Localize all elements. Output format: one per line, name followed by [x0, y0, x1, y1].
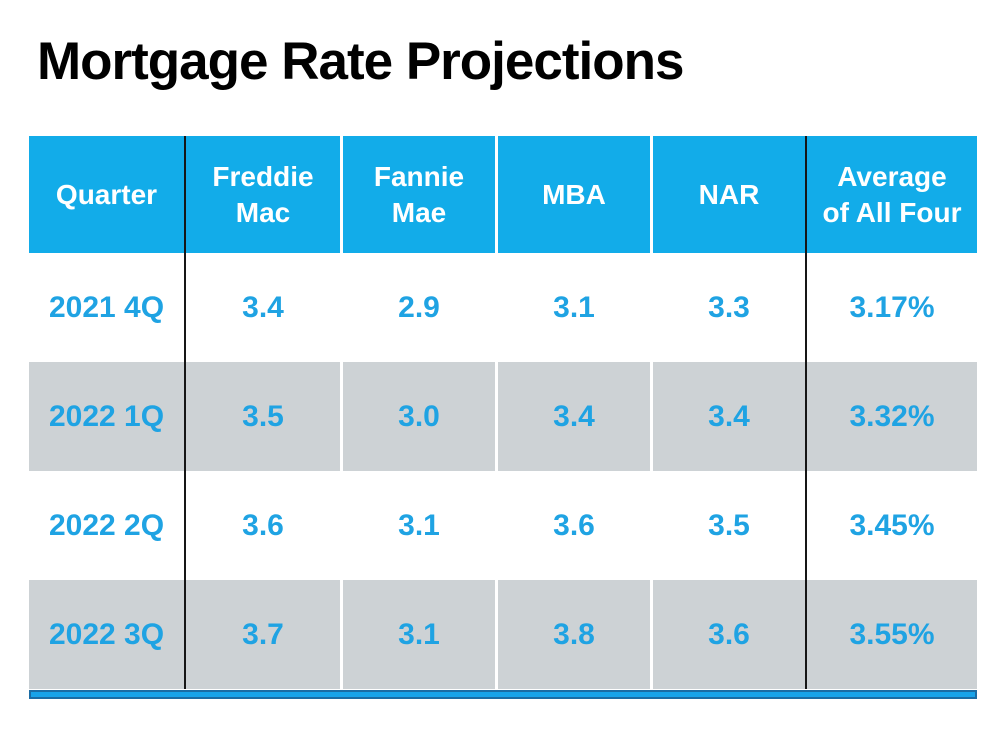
- table-header-row: Quarter Freddie Mac Fannie Mae MBA NAR A…: [29, 136, 977, 253]
- rate-cell-fannie-mae: 3.1: [340, 471, 495, 580]
- slide-title: Mortgage Rate Projections: [37, 32, 684, 91]
- rate-cell-freddie-mac: 3.7: [184, 580, 340, 689]
- rate-cell-nar: 3.4: [650, 362, 805, 471]
- table-row: 2021 4Q 3.4 2.9 3.1 3.3 3.17%: [29, 253, 977, 362]
- table-row: 2022 3Q 3.7 3.1 3.8 3.6 3.55%: [29, 580, 977, 689]
- average-cell: 3.17%: [805, 253, 977, 362]
- rate-cell-nar: 3.5: [650, 471, 805, 580]
- rate-cell-freddie-mac: 3.4: [184, 253, 340, 362]
- rate-cell-freddie-mac: 3.6: [184, 471, 340, 580]
- rate-cell-mba: 3.8: [495, 580, 650, 689]
- table-row: 2022 2Q 3.6 3.1 3.6 3.5 3.45%: [29, 471, 977, 580]
- rate-cell-mba: 3.6: [495, 471, 650, 580]
- table-row: 2022 1Q 3.5 3.0 3.4 3.4 3.32%: [29, 362, 977, 471]
- rate-cell-fannie-mae: 3.0: [340, 362, 495, 471]
- rate-cell-freddie-mac: 3.5: [184, 362, 340, 471]
- quarter-cell: 2021 4Q: [48, 290, 165, 324]
- rate-cell-nar: 3.3: [650, 253, 805, 362]
- column-header-average: Average of All Four: [805, 136, 977, 253]
- column-header-quarter: Quarter: [29, 136, 184, 253]
- quarter-cell: 2022 2Q: [48, 508, 165, 542]
- average-cell: 3.55%: [805, 580, 977, 689]
- rate-cell-mba: 3.4: [495, 362, 650, 471]
- quarter-cell: 2022 3Q: [29, 580, 184, 689]
- column-header-fannie-mae: Fannie Mae: [340, 136, 495, 253]
- rate-cell-mba: 3.1: [495, 253, 650, 362]
- rate-cell-nar: 3.6: [650, 580, 805, 689]
- rate-cell-fannie-mae: 2.9: [340, 253, 495, 362]
- average-cell: 3.45%: [805, 471, 977, 580]
- column-header-nar: NAR: [650, 136, 805, 253]
- column-header-freddie-mac: Freddie Mac: [184, 136, 340, 253]
- mortgage-rate-table: Quarter Freddie Mac Fannie Mae MBA NAR A…: [29, 136, 977, 689]
- average-cell: 3.32%: [805, 362, 977, 471]
- bottom-accent-bar: [29, 690, 977, 699]
- quarter-cell: 2022 1Q: [29, 362, 184, 471]
- column-header-mba: MBA: [495, 136, 650, 253]
- rate-cell-fannie-mae: 3.1: [340, 580, 495, 689]
